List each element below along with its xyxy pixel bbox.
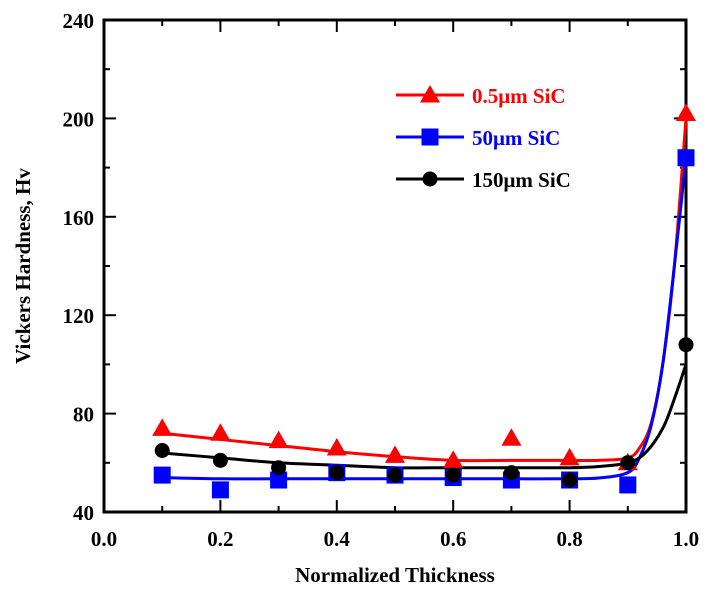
data-point-series-1: [443, 450, 464, 468]
y-tick-label: 240: [63, 9, 95, 33]
fit-lines: [162, 118, 688, 481]
data-point-series-2: [211, 481, 229, 499]
data-point-series-3: [271, 460, 287, 476]
plot-frame: [102, 18, 688, 514]
data-point-series-3: [678, 337, 694, 353]
data-point-series-1: [268, 430, 289, 449]
fit-line-series-2: [162, 157, 688, 481]
data-point-series-3: [620, 455, 636, 471]
y-axis-title: Vickers Hardness, Hv: [11, 168, 35, 364]
data-point-series-2: [619, 476, 637, 494]
data-point-series-2: [677, 149, 695, 167]
legend-label-series-2: 50μm SiC: [472, 126, 560, 150]
data-point-series-3: [503, 465, 519, 481]
y-tick-label: 160: [63, 206, 95, 230]
data-point-series-1: [326, 438, 347, 456]
data-point-series-2: [270, 471, 288, 489]
data-point-series-3: [562, 472, 578, 488]
y-tick-label: 120: [63, 304, 95, 328]
y-tick-label: 40: [73, 501, 94, 525]
data-point-series-1: [559, 447, 580, 466]
x-tick-label: 0.6: [440, 527, 466, 551]
legend-label-series-1: 0.5μm SiC: [472, 84, 566, 108]
data-point-series-3: [387, 467, 403, 483]
data-point-series-1: [210, 423, 231, 441]
data-point-series-1: [385, 445, 405, 463]
legend-label-series-3: 150μm SiC: [472, 168, 571, 192]
data-point-series-3: [445, 467, 461, 483]
axis-ticks: [103, 19, 687, 513]
data-point-series-1: [152, 418, 173, 436]
x-tick-label: 0.8: [556, 527, 582, 551]
x-tick-label: 0.4: [324, 527, 351, 551]
plot-border: [102, 18, 688, 514]
fit-line-series-3: [162, 363, 688, 470]
data-point-series-3: [154, 443, 170, 458]
data-point-series-2: [153, 466, 171, 484]
data-markers: [152, 103, 696, 499]
data-point-series-3: [212, 452, 228, 468]
x-axis-title: Normalized Thickness: [295, 563, 495, 587]
axis-tick-labels: 0.0 0.2 0.4 0.6 0.8 1.0 40 80 120 160 200 240: [63, 9, 700, 551]
y-tick-label: 200: [63, 107, 95, 131]
fit-line-series-1: [162, 118, 688, 463]
x-tick-label: 1.0: [673, 527, 699, 551]
legend-marker-series-1: [420, 85, 440, 103]
data-point-series-1: [501, 428, 522, 446]
data-point-series-1: [676, 103, 696, 121]
legend-marker-series-3: [422, 171, 438, 187]
data-point-series-3: [329, 465, 345, 481]
x-tick-label: 0.2: [207, 527, 233, 551]
legend-marker-series-2: [421, 128, 439, 146]
x-tick-label: 0.0: [91, 527, 117, 551]
y-tick-label: 80: [73, 403, 94, 427]
legend: 0.5μm SiC 50μm SiC 150μm SiC: [396, 84, 571, 192]
